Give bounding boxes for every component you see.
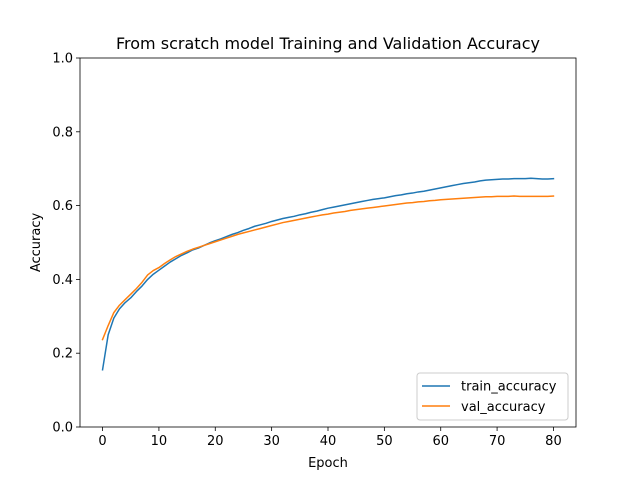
y-tick-label: 0.6 [52, 199, 73, 214]
series-line-train-accuracy [101, 177, 555, 371]
chart-title: From scratch model Training and Validati… [116, 34, 540, 53]
y-tick-label: 0.4 [52, 273, 73, 288]
x-tick-label: 30 [263, 434, 280, 449]
legend-label-train: train_accuracy [461, 380, 557, 395]
x-tick-label: 20 [207, 434, 224, 449]
legend: train_accuracy val_accuracy [416, 372, 569, 421]
legend-label-val: val_accuracy [461, 400, 546, 415]
x-tick-label: 70 [489, 434, 506, 449]
x-tick-label: 50 [376, 434, 393, 449]
series-layer [101, 177, 555, 371]
x-tick-label: 80 [545, 434, 562, 449]
x-tick-label: 0 [98, 434, 106, 449]
y-tick-label: 1.0 [52, 52, 73, 67]
x-tick-label: 40 [320, 434, 337, 449]
legend-box [416, 372, 569, 421]
y-axis-label: Accuracy [29, 213, 44, 273]
y-tick-label: 0.8 [52, 125, 73, 140]
y-tick-label: 0.0 [52, 421, 73, 436]
x-tick-label: 60 [432, 434, 449, 449]
y-tick-label: 0.2 [52, 347, 73, 362]
x-tick-label: 10 [151, 434, 168, 449]
y-axis-ticks: 0.0 0.2 0.4 0.6 0.8 1.0 [52, 52, 80, 436]
series-line-val-accuracy [101, 195, 555, 341]
x-axis-label: Epoch [308, 456, 348, 471]
x-axis-ticks: 0 10 20 30 40 50 60 70 80 [98, 427, 562, 449]
